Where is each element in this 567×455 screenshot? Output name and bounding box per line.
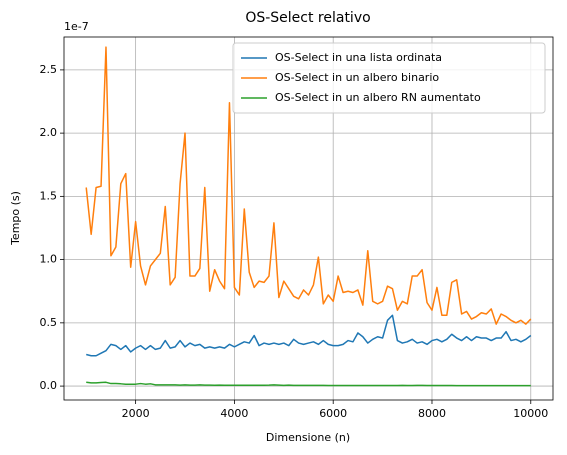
- x-tick-label: 10000: [513, 407, 548, 420]
- line: [86, 381, 531, 387]
- legend-label: OS-Select in un albero RN aumentato: [275, 91, 481, 104]
- x-tick-label: 8000: [418, 407, 446, 420]
- x-tick-label: 4000: [220, 407, 248, 420]
- line: [85, 46, 532, 325]
- line: [86, 314, 532, 357]
- plot-frame: [63, 36, 554, 401]
- legend: OS-Select in una lista ordinata OS-Select…: [232, 42, 546, 114]
- x-axis-label: Dimensione (n): [266, 431, 350, 444]
- y-tick-label: 1.5: [40, 189, 58, 202]
- legend-box: [232, 42, 546, 114]
- chart-title: OS-Select relativo: [245, 10, 370, 26]
- legend-label: OS-Select in un albero binario: [275, 71, 439, 84]
- y-tick-label: 0.5: [40, 316, 58, 329]
- y-tick-label: 2.5: [40, 63, 58, 76]
- y-tick-label: 2.0: [40, 126, 58, 139]
- y-tick-label: 0.0: [40, 379, 58, 392]
- x-tick-label: 2000: [122, 407, 150, 420]
- y-tick-label: 1.0: [40, 253, 58, 266]
- x-tick-label: 6000: [319, 407, 347, 420]
- legend-label: OS-Select in una lista ordinata: [275, 51, 442, 64]
- y-axis-label: Tempo (s): [9, 191, 22, 246]
- y-offset-label: 1e-7: [64, 20, 89, 33]
